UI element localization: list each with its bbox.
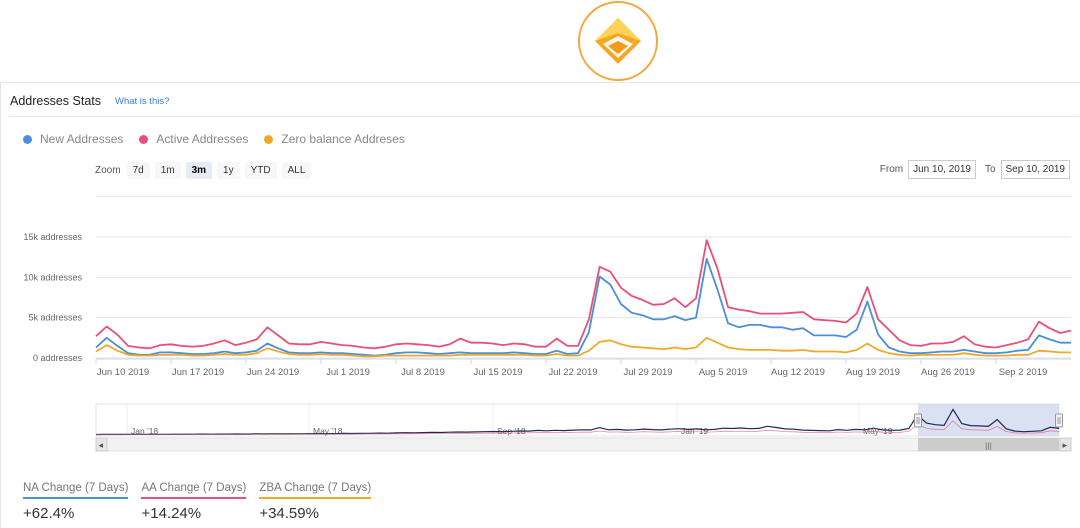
zoom-controls: Zoom 7d 1m 3m 1y YTD ALL [95,162,316,179]
na-change: NA Change (7 Days) +62.4% [23,478,129,522]
x-tick-label: Aug 5 2019 [699,367,748,378]
zba-change-label: ZBA Change (7 Days) [259,482,372,499]
zoom-label: Zoom [95,165,121,176]
date-range: From Jun 10, 2019 To Sep 10, 2019 [880,160,1070,179]
legend-item-active[interactable]: Active Addresses [139,132,248,146]
x-tick-label: Jul 8 2019 [401,367,445,378]
zba-change-value: +34.59% [259,505,319,522]
na-change-value: +62.4% [23,505,75,522]
chart-legend: New Addresses Active Addresses Zero bala… [23,132,421,146]
x-tick-label: Sep 2 2019 [999,367,1048,378]
legend-dot-active [139,134,149,144]
panel-title: Addresses Stats [10,94,102,108]
x-tick-label: Jun 17 2019 [172,367,224,378]
scrollbar-thumb[interactable] [918,438,1059,451]
y-axis-labels: 0 addresses 5k addresses 10k addresses 15k … [23,232,82,363]
y-tick-label: 5k addresses [28,313,82,323]
legend-label-new: New Addresses [40,132,124,146]
legend-label-zero: Zero balance Addreses [281,132,405,146]
aa-change: AA Change (7 Days) +14.24% [141,478,247,522]
scroll-left-arrow-icon[interactable]: ◂ [99,441,104,451]
na-change-label: NA Change (7 Days) [23,482,129,499]
addresses-line-chart: 0 addresses 5k addresses 10k addresses 15k … [23,196,1072,452]
zoom-7d-button[interactable]: 7d [126,162,150,179]
x-tick-label: Jul 22 2019 [548,367,597,378]
legend-dot-zero [264,134,274,144]
x-tick-label: Jul 1 2019 [326,367,370,378]
scrollbar-grip-icon: ||| [985,442,992,450]
legend-dot-new [23,134,32,144]
x-tick-label: Aug 19 2019 [846,367,900,378]
logo-diamond-top [595,18,641,41]
navigator-series [95,408,1060,436]
navigator-label: May '18 [313,426,343,436]
series-line [95,239,1072,350]
zoom-1y-button[interactable]: 1y [217,162,240,179]
legend-item-zero[interactable]: Zero balance Addreses [264,132,405,146]
navigator-label: Jan '19 [681,426,708,436]
from-label: From [879,164,904,175]
series-line [95,336,1071,358]
logo-diamond-core [608,41,628,54]
navigator-series-secondary [96,420,1060,436]
zoom-1m-button[interactable]: 1m [154,162,181,179]
coin-logo [577,0,659,82]
x-tick-label: Jun 10 2019 [97,367,149,378]
x-tick-label: Jul 29 2019 [623,367,672,378]
navigator-handle[interactable] [1055,413,1063,428]
navigator-handle[interactable] [914,413,922,428]
x-tick-label: Aug 12 2019 [771,367,825,378]
diamond-coin-logo-icon [578,1,658,81]
series-line [95,257,1071,357]
zoom-all-button[interactable]: ALL [281,162,312,179]
chart-series [95,239,1072,358]
change-stats: NA Change (7 Days) +62.4% AA Change (7 D… [23,478,384,522]
scrollbar-right-button[interactable] [1059,437,1072,452]
zoom-3m-button[interactable]: 3m [185,162,213,179]
to-date-input[interactable]: Sep 10, 2019 [1000,160,1070,179]
navigator-label: Jan '18 [131,426,158,436]
panel-border [1,82,1080,83]
navigator: Jan '18 May '18 Sep '18 Jan '19 May '19◂ ▸||| [95,403,1072,452]
legend-label-active: Active Addresses [156,132,249,146]
addresses-stats-panel: Addresses Stats What is this? New Addres… [0,82,1080,528]
aa-change-value: +14.24% [141,505,202,522]
legend-item-new[interactable]: New Addresses [23,132,123,146]
x-axis-labels: Jun 10 2019 Jun 17 2019 Jun 24 2019 Jul 1 2… [97,367,1047,378]
title-divider [9,116,1079,117]
zba-change: ZBA Change (7 Days) +34.59% [259,478,372,522]
chart-grid [95,196,1071,364]
aa-change-label: AA Change (7 Days) [141,482,247,499]
y-tick-label: 0 addresses [33,353,83,363]
x-tick-label: Aug 26 2019 [921,367,975,378]
what-is-this-link[interactable]: What is this? [115,96,170,107]
y-tick-label: 15k addresses [23,232,82,242]
x-tick-label: Jun 24 2019 [247,367,299,378]
y-tick-label: 10k addresses [23,272,82,282]
to-label: To [984,164,996,175]
scroll-right-arrow-icon[interactable]: ▸ [1063,441,1068,451]
zoom-ytd-button[interactable]: YTD [244,162,277,179]
scrollbar-left-button[interactable] [95,437,108,452]
navigator-label: May '19 [863,426,893,436]
from-date-input[interactable]: Jun 10, 2019 [908,160,976,179]
x-tick-label: Jul 15 2019 [473,367,522,378]
